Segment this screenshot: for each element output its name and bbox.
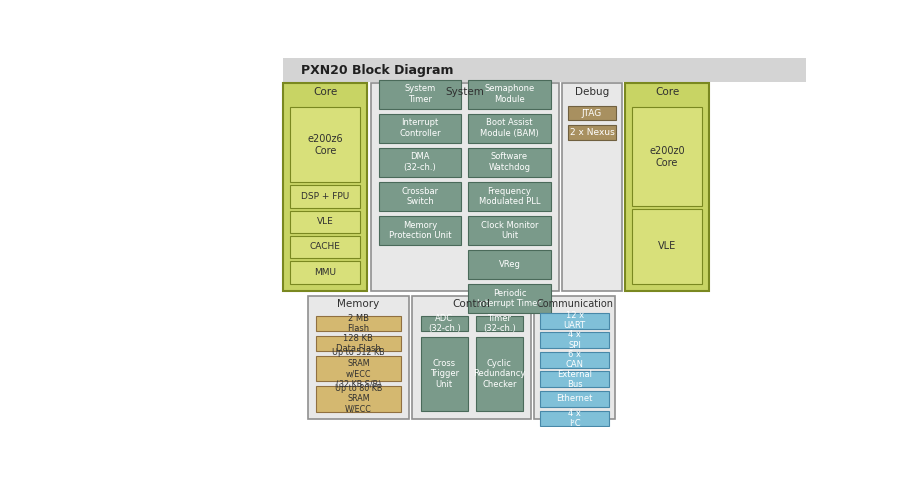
Text: MMU: MMU [314, 268, 337, 277]
Text: Cross
Trigger
Unit: Cross Trigger Unit [429, 359, 459, 389]
FancyBboxPatch shape [562, 84, 622, 291]
FancyBboxPatch shape [316, 336, 400, 351]
Text: External
Bus: External Bus [557, 370, 592, 389]
FancyBboxPatch shape [632, 209, 702, 284]
FancyBboxPatch shape [291, 185, 360, 208]
Text: Interrupt
Controller: Interrupt Controller [400, 119, 441, 138]
FancyBboxPatch shape [632, 108, 702, 206]
Text: CACHE: CACHE [310, 242, 341, 252]
Text: Clock Monitor
Unit: Clock Monitor Unit [481, 220, 538, 240]
FancyBboxPatch shape [476, 316, 523, 331]
FancyBboxPatch shape [468, 182, 551, 211]
FancyBboxPatch shape [540, 352, 609, 368]
Text: VLE: VLE [317, 217, 334, 226]
Text: VReg: VReg [499, 260, 520, 269]
Text: Software
Watchdog: Software Watchdog [489, 153, 530, 172]
FancyBboxPatch shape [379, 80, 461, 108]
FancyBboxPatch shape [291, 261, 360, 284]
FancyBboxPatch shape [316, 356, 400, 381]
Text: Communication: Communication [536, 299, 613, 309]
FancyBboxPatch shape [421, 336, 467, 411]
Text: Core: Core [313, 86, 338, 96]
FancyBboxPatch shape [284, 84, 367, 291]
FancyBboxPatch shape [371, 84, 559, 291]
Text: 4 x
I²C: 4 x I²C [568, 409, 581, 428]
Text: Periodic
Interrupt Timer: Periodic Interrupt Timer [477, 288, 541, 308]
Text: JTAG: JTAG [582, 109, 602, 118]
FancyBboxPatch shape [468, 216, 551, 245]
FancyBboxPatch shape [379, 114, 461, 143]
Text: Control: Control [453, 299, 490, 309]
FancyBboxPatch shape [568, 107, 616, 120]
Text: Boot Assist
Module (BAM): Boot Assist Module (BAM) [480, 119, 539, 138]
Text: Memory: Memory [338, 299, 380, 309]
Text: Memory
Protection Unit: Memory Protection Unit [389, 220, 451, 240]
FancyBboxPatch shape [308, 296, 409, 419]
Text: Frequency
Modulated PLL: Frequency Modulated PLL [479, 187, 540, 206]
FancyBboxPatch shape [379, 148, 461, 177]
FancyBboxPatch shape [316, 386, 400, 412]
Text: 4 x
SPI: 4 x SPI [568, 330, 581, 350]
FancyBboxPatch shape [379, 182, 461, 211]
Text: 2 x Nexus: 2 x Nexus [570, 128, 615, 137]
Text: Crossbar
Switch: Crossbar Switch [401, 187, 438, 206]
FancyBboxPatch shape [291, 108, 360, 182]
Text: Up to 512 KB
SRAM
w/ECC
(32 KB S/B): Up to 512 KB SRAM w/ECC (32 KB S/B) [332, 348, 384, 388]
Text: System
Timer: System Timer [404, 84, 436, 104]
FancyBboxPatch shape [535, 296, 615, 419]
Text: VLE: VLE [658, 241, 676, 252]
FancyBboxPatch shape [540, 312, 609, 328]
FancyBboxPatch shape [291, 236, 360, 258]
Text: ADC
(32-ch.): ADC (32-ch.) [428, 314, 461, 334]
FancyBboxPatch shape [316, 316, 400, 331]
FancyBboxPatch shape [568, 125, 616, 140]
Text: Timer
(32-ch.): Timer (32-ch.) [483, 314, 516, 334]
FancyBboxPatch shape [284, 59, 806, 82]
FancyBboxPatch shape [468, 80, 551, 108]
Text: Debug: Debug [575, 86, 609, 96]
Text: 6 x
CAN: 6 x CAN [565, 350, 583, 370]
Text: 2 MB
Flash: 2 MB Flash [347, 314, 369, 334]
FancyBboxPatch shape [291, 211, 360, 233]
FancyBboxPatch shape [421, 316, 467, 331]
FancyBboxPatch shape [412, 296, 531, 419]
Text: System: System [446, 86, 484, 96]
Text: PXN20 Block Diagram: PXN20 Block Diagram [302, 64, 454, 77]
Text: Core: Core [655, 86, 680, 96]
Text: Semaphone
Module: Semaphone Module [484, 84, 535, 104]
FancyBboxPatch shape [476, 336, 523, 411]
FancyBboxPatch shape [379, 216, 461, 245]
Text: Cyclic
Redundancy
Checker: Cyclic Redundancy Checker [473, 359, 526, 389]
Text: DMA
(32-ch.): DMA (32-ch.) [404, 153, 436, 172]
Text: e200z0
Core: e200z0 Core [649, 146, 685, 168]
FancyBboxPatch shape [626, 84, 709, 291]
Text: DSP + FPU: DSP + FPU [302, 192, 349, 201]
FancyBboxPatch shape [468, 250, 551, 278]
FancyBboxPatch shape [468, 114, 551, 143]
Text: 12 x
UART: 12 x UART [563, 311, 586, 330]
FancyBboxPatch shape [540, 410, 609, 426]
FancyBboxPatch shape [468, 148, 551, 177]
FancyBboxPatch shape [540, 372, 609, 387]
Text: Ethernet: Ethernet [556, 395, 593, 403]
Text: 128 KB
Data Flash: 128 KB Data Flash [336, 334, 381, 353]
FancyBboxPatch shape [540, 332, 609, 348]
Text: Up to 80 KB
SRAM
W/ECC: Up to 80 KB SRAM W/ECC [335, 384, 382, 414]
FancyBboxPatch shape [468, 284, 551, 312]
Text: e200z6
Core: e200z6 Core [308, 134, 343, 156]
FancyBboxPatch shape [540, 391, 609, 407]
